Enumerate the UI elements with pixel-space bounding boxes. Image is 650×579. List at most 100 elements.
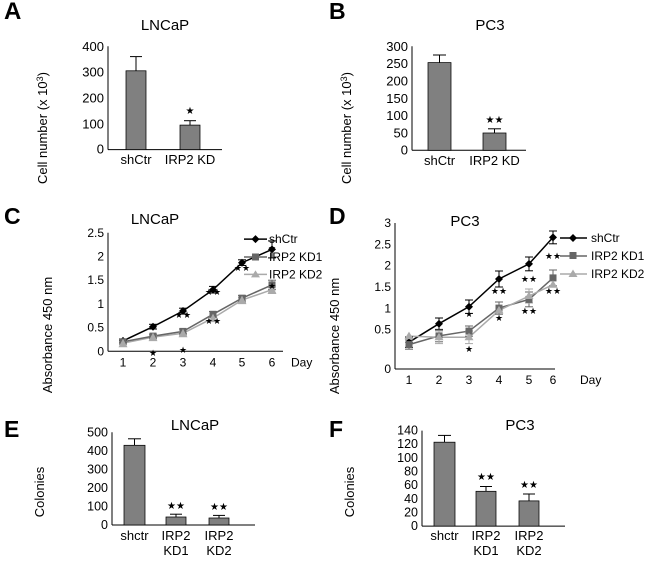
svg-text:0: 0 <box>411 519 418 533</box>
svg-text:3: 3 <box>384 216 391 230</box>
svg-text:4: 4 <box>210 355 217 369</box>
svg-text:Cell number (x 103): Cell number (x 103) <box>35 72 50 184</box>
svg-text:2: 2 <box>97 250 104 264</box>
svg-text:100: 100 <box>82 116 104 131</box>
svg-text:★: ★ <box>495 313 503 323</box>
svg-text:100: 100 <box>87 500 108 514</box>
svg-text:★: ★ <box>186 106 195 117</box>
svg-text:★★: ★★ <box>521 274 537 284</box>
svg-text:6: 6 <box>550 373 557 387</box>
svg-text:IRP2: IRP2 <box>205 528 234 543</box>
svg-text:IRP2 KD1: IRP2 KD1 <box>591 249 645 263</box>
svg-text:★★: ★★ <box>520 480 538 491</box>
svg-text:150: 150 <box>386 91 408 106</box>
svg-text:LNCaP: LNCaP <box>141 17 189 34</box>
svg-text:★★: ★★ <box>205 287 221 297</box>
svg-text:6: 6 <box>269 355 276 369</box>
svg-text:3: 3 <box>466 373 473 387</box>
svg-text:Day: Day <box>580 373 601 387</box>
svg-text:★★: ★★ <box>234 263 250 273</box>
svg-text:★★: ★★ <box>486 115 504 126</box>
svg-text:★: ★ <box>268 281 276 291</box>
svg-text:40: 40 <box>404 492 418 506</box>
svg-text:400: 400 <box>82 39 104 54</box>
svg-text:★★: ★★ <box>205 316 221 326</box>
svg-text:LNCaP: LNCaP <box>171 417 219 434</box>
svg-text:0: 0 <box>401 142 408 157</box>
svg-text:1.5: 1.5 <box>87 273 104 287</box>
svg-text:shCtr: shCtr <box>120 152 152 167</box>
svg-text:shCtr: shCtr <box>269 232 298 246</box>
svg-text:120: 120 <box>397 437 418 451</box>
svg-text:KD1: KD1 <box>473 543 498 558</box>
svg-text:IRP2: IRP2 <box>162 528 191 543</box>
svg-text:3: 3 <box>180 355 187 369</box>
svg-text:A: A <box>4 0 21 25</box>
svg-text:5: 5 <box>239 355 246 369</box>
svg-text:Colonies: Colonies <box>32 466 47 517</box>
svg-text:KD2: KD2 <box>516 543 541 558</box>
svg-text:D: D <box>329 203 346 229</box>
svg-text:★: ★ <box>465 309 473 319</box>
svg-text:0.5: 0.5 <box>374 323 391 337</box>
svg-text:100: 100 <box>397 451 418 465</box>
svg-text:PC3: PC3 <box>450 213 479 230</box>
svg-text:Absorbance 450 nm: Absorbance 450 nm <box>327 278 342 394</box>
svg-text:1: 1 <box>384 301 391 315</box>
svg-text:60: 60 <box>404 478 418 492</box>
svg-text:IRP2 KD: IRP2 KD <box>469 153 520 168</box>
svg-text:Day: Day <box>291 355 312 369</box>
svg-text:140: 140 <box>397 424 418 438</box>
svg-text:shCtr: shCtr <box>591 231 620 245</box>
svg-text:500: 500 <box>87 425 108 439</box>
svg-text:200: 200 <box>82 90 104 105</box>
svg-text:300: 300 <box>87 462 108 476</box>
svg-text:20: 20 <box>404 506 418 520</box>
svg-text:F: F <box>329 416 343 442</box>
svg-text:0: 0 <box>97 142 104 157</box>
svg-text:★★: ★★ <box>521 306 537 316</box>
svg-text:1: 1 <box>97 297 104 311</box>
svg-text:300: 300 <box>82 65 104 80</box>
svg-text:0.5: 0.5 <box>87 321 104 335</box>
svg-text:★: ★ <box>465 344 473 354</box>
svg-text:Cell number (x 103): Cell number (x 103) <box>339 72 354 184</box>
svg-text:KD1: KD1 <box>163 543 188 558</box>
svg-text:400: 400 <box>87 444 108 458</box>
svg-text:0: 0 <box>384 362 391 376</box>
svg-text:IRP2: IRP2 <box>472 528 501 543</box>
svg-text:100: 100 <box>386 108 408 123</box>
svg-text:KD2: KD2 <box>206 543 231 558</box>
svg-text:IRP2 KD: IRP2 KD <box>165 152 216 167</box>
svg-text:PC3: PC3 <box>475 17 504 34</box>
svg-text:0: 0 <box>97 344 104 358</box>
svg-text:★★: ★★ <box>545 251 561 261</box>
svg-text:IRP2: IRP2 <box>515 528 544 543</box>
svg-text:200: 200 <box>87 481 108 495</box>
svg-text:1.5: 1.5 <box>374 280 391 294</box>
svg-text:shctr: shctr <box>120 528 149 543</box>
svg-text:★: ★ <box>149 348 157 358</box>
svg-text:★★: ★★ <box>477 472 495 483</box>
svg-text:shCtr: shCtr <box>424 153 456 168</box>
svg-text:IRP2 KD2: IRP2 KD2 <box>591 267 645 281</box>
svg-text:E: E <box>4 416 19 442</box>
svg-text:★★: ★★ <box>175 310 191 320</box>
svg-text:1: 1 <box>120 355 127 369</box>
svg-text:2: 2 <box>436 373 443 387</box>
svg-text:★★: ★★ <box>210 502 228 513</box>
svg-text:50: 50 <box>394 126 408 141</box>
svg-text:2.5: 2.5 <box>374 237 391 251</box>
svg-text:C: C <box>4 203 21 229</box>
svg-text:IRP2 KD2: IRP2 KD2 <box>269 267 323 281</box>
svg-text:Absorbance 450 nm: Absorbance 450 nm <box>40 277 55 393</box>
svg-text:2.5: 2.5 <box>87 226 104 240</box>
svg-text:★: ★ <box>179 345 187 355</box>
svg-text:4: 4 <box>496 373 503 387</box>
svg-text:★★: ★★ <box>167 501 185 512</box>
svg-text:300: 300 <box>386 39 408 54</box>
svg-text:1: 1 <box>406 373 413 387</box>
svg-text:B: B <box>329 0 346 24</box>
svg-text:IRP2 KD1: IRP2 KD1 <box>269 250 323 264</box>
svg-text:2: 2 <box>384 259 391 273</box>
